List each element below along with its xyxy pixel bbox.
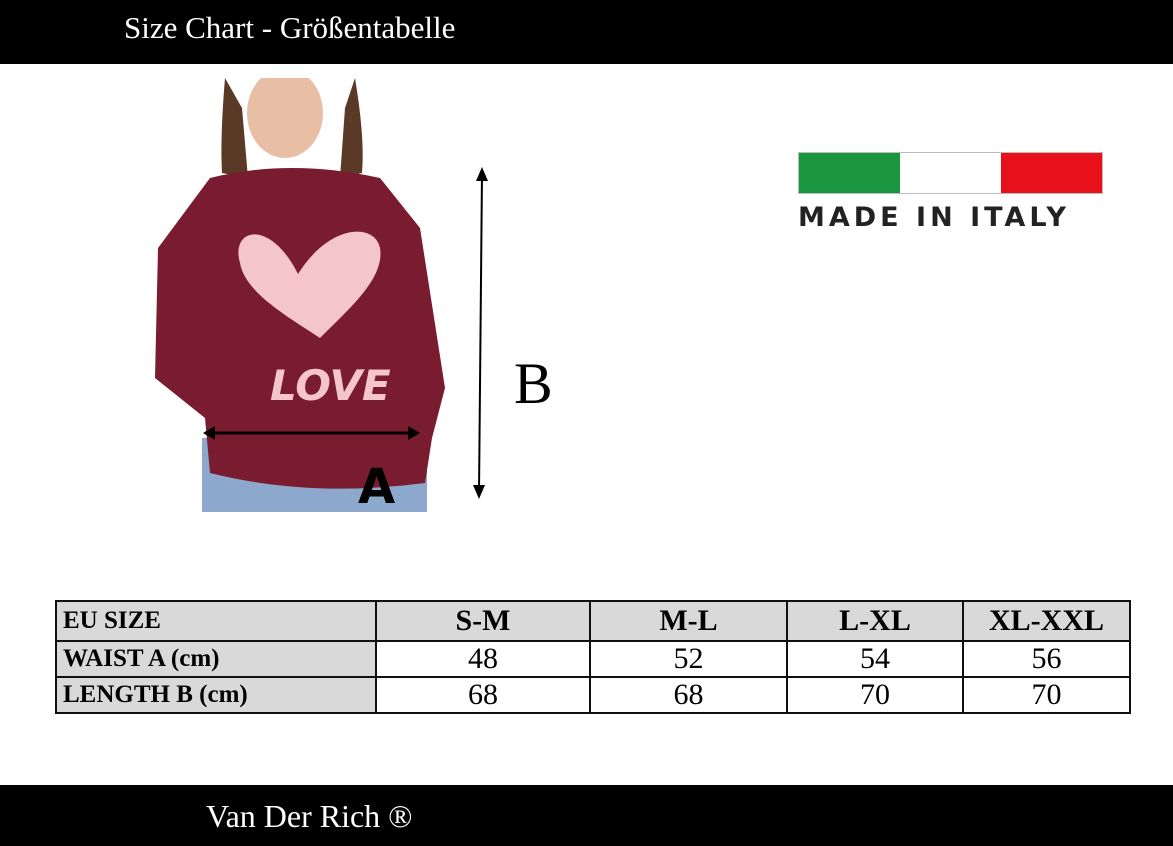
page-title: Size Chart - Größentabelle — [124, 10, 456, 45]
header-cell: M-L — [589, 600, 788, 642]
table-header-row: EU SIZE S-M M-L L-XL XL-XXL — [55, 600, 1131, 642]
brand-name: Van Der Rich ® — [206, 798, 413, 834]
cell: 68 — [375, 676, 591, 714]
heart-print — [238, 231, 381, 338]
product-photo: LOVE A — [155, 78, 445, 512]
flag-red — [1001, 153, 1102, 193]
header-bar: Size Chart - Größentabelle — [0, 0, 1173, 64]
cell: 48 — [375, 640, 591, 678]
header-cell: S-M — [375, 600, 591, 642]
row-label: LENGTH B (cm) — [55, 676, 377, 714]
cell: 52 — [589, 640, 788, 678]
flag-white — [900, 153, 1001, 193]
hair — [221, 78, 363, 178]
footer-bar: Van Der Rich ® — [0, 785, 1173, 846]
cell: 68 — [589, 676, 788, 714]
cell: 56 — [962, 640, 1131, 678]
table-row: WAIST A (cm) 48 52 54 56 — [55, 640, 1131, 678]
table-row: LENGTH B (cm) 68 68 70 70 — [55, 676, 1131, 714]
header-cell: XL-XXL — [962, 600, 1131, 642]
header-cell: L-XL — [786, 600, 964, 642]
label-a: A — [358, 459, 395, 512]
size-table: EU SIZE S-M M-L L-XL XL-XXL WAIST A (cm)… — [55, 600, 1131, 714]
cell: 70 — [786, 676, 964, 714]
header-cell: EU SIZE — [55, 600, 377, 642]
made-in-italy-text: MADE IN ITALY — [798, 202, 1070, 233]
face — [247, 78, 323, 158]
sweater — [155, 168, 445, 489]
love-print: LOVE — [270, 361, 391, 410]
arrow-b — [473, 167, 488, 499]
italy-flag — [798, 152, 1103, 194]
label-b: B — [514, 351, 553, 416]
cell: 54 — [786, 640, 964, 678]
row-label: WAIST A (cm) — [55, 640, 377, 678]
cell: 70 — [962, 676, 1131, 714]
flag-green — [799, 153, 900, 193]
